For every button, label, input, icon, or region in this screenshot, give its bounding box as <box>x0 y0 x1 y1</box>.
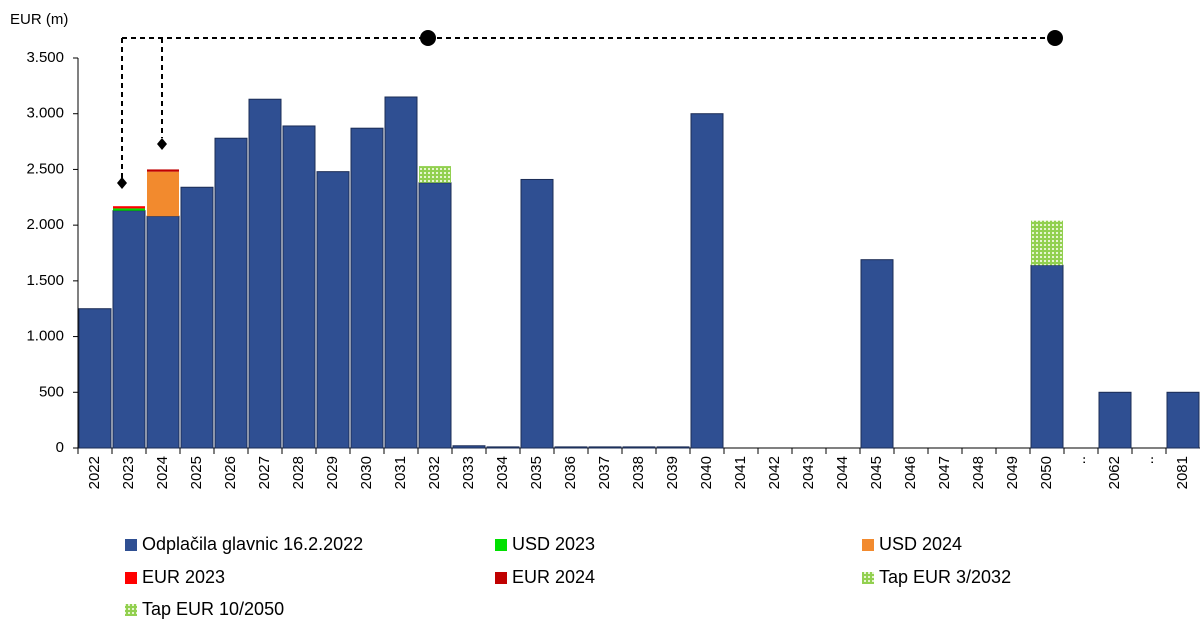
x-tick-label: 2050 <box>1038 456 1055 489</box>
legend-swatch <box>495 572 507 584</box>
bar <box>180 186 214 449</box>
bar <box>316 171 350 449</box>
bar <box>113 208 145 211</box>
annotation <box>121 37 1055 178</box>
bar <box>452 445 486 449</box>
x-tick-label: 2025 <box>188 456 205 489</box>
bar <box>486 446 520 449</box>
legend-swatch <box>125 604 137 616</box>
x-tick-label: 2030 <box>358 456 375 489</box>
legend-label: Tap EUR 3/2032 <box>879 567 1011 587</box>
y-tick-label: 2.000 <box>26 216 64 233</box>
x-tick-label: 2031 <box>392 456 409 489</box>
x-tick-label: 2032 <box>426 456 443 489</box>
x-tick-label: 2036 <box>562 456 579 489</box>
x-tick-label: 2035 <box>528 456 545 489</box>
bar <box>656 446 690 449</box>
x-tick-label: 2022 <box>86 456 103 489</box>
x-tick-label: 2040 <box>698 456 715 489</box>
y-tick-label: 2.500 <box>26 160 64 177</box>
legend-swatch <box>862 572 874 584</box>
x-tick-label: 2043 <box>800 456 817 489</box>
bar <box>112 210 146 449</box>
x-tick-label: 2023 <box>120 456 137 489</box>
x-tick-label: .. <box>1140 456 1157 464</box>
x-tick-label: 2028 <box>290 456 307 489</box>
x-tick-label: 2046 <box>902 456 919 489</box>
x-tick-label: 2048 <box>970 456 987 489</box>
bar <box>1031 220 1063 266</box>
bar <box>282 125 316 449</box>
annotation-diamond <box>157 138 167 150</box>
x-tick-label: 2081 <box>1174 456 1191 489</box>
x-tick-label: 2026 <box>222 456 239 489</box>
x-tick-label: 2049 <box>1004 456 1021 489</box>
x-tick-label: 2027 <box>256 456 273 489</box>
legend-label: Odplačila glavnic 16.2.2022 <box>142 534 363 554</box>
y-tick-label: 3.500 <box>26 49 64 66</box>
bar <box>419 166 451 183</box>
x-tick-label: 2024 <box>154 456 171 489</box>
y-axis-title: EUR (m) <box>10 11 68 28</box>
x-tick-label: 2034 <box>494 456 511 489</box>
bar <box>384 96 418 449</box>
y-tick-label: 0 <box>56 439 64 456</box>
x-tick-label: 2033 <box>460 456 477 489</box>
y-tick-label: 1.000 <box>26 328 64 345</box>
bar <box>622 446 656 449</box>
x-tick-label: 2041 <box>732 456 749 489</box>
bar <box>520 178 554 449</box>
bar <box>147 171 179 217</box>
bar <box>554 446 588 449</box>
x-tick-label: 2044 <box>834 456 851 489</box>
bar <box>418 182 452 449</box>
y-tick-label: 1.500 <box>26 272 64 289</box>
bar <box>1098 391 1132 449</box>
x-tick-label: .. <box>1072 456 1089 464</box>
y-tick-label: 3.000 <box>26 105 64 122</box>
annotation-diamond <box>117 177 127 189</box>
bar <box>146 215 180 449</box>
legend-label: USD 2024 <box>879 534 962 554</box>
x-tick-label: 2039 <box>664 456 681 489</box>
bar <box>350 127 384 449</box>
x-tick-label: 2038 <box>630 456 647 489</box>
bar <box>588 446 622 449</box>
x-tick-label: 2029 <box>324 456 341 489</box>
bar <box>147 169 179 172</box>
bar <box>1166 391 1200 449</box>
bar <box>860 259 894 449</box>
x-tick-label: 2062 <box>1106 456 1123 489</box>
x-tick-label: 2047 <box>936 456 953 489</box>
bar <box>248 98 282 449</box>
legend-swatch <box>125 572 137 584</box>
bar <box>1030 264 1064 449</box>
legend-swatch <box>125 539 137 551</box>
bar <box>113 206 145 209</box>
y-tick-label: 500 <box>39 383 64 400</box>
legend-label: EUR 2024 <box>512 567 595 587</box>
annotation-dot <box>1047 30 1063 46</box>
legend-swatch <box>495 539 507 551</box>
bar <box>78 308 112 449</box>
legend-label: USD 2023 <box>512 534 595 554</box>
bar <box>214 137 248 449</box>
x-tick-label: 2045 <box>868 456 885 489</box>
legend-label: EUR 2023 <box>142 567 225 587</box>
legend-swatch <box>862 539 874 551</box>
annotation-dot <box>420 30 436 46</box>
x-tick-label: 2042 <box>766 456 783 489</box>
x-tick-label: 2037 <box>596 456 613 489</box>
bar <box>690 113 724 449</box>
legend-label: Tap EUR 10/2050 <box>142 599 284 619</box>
